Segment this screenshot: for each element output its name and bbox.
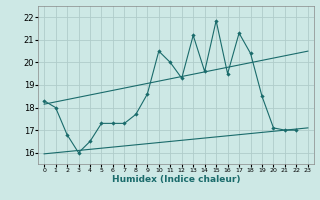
X-axis label: Humidex (Indice chaleur): Humidex (Indice chaleur)	[112, 175, 240, 184]
